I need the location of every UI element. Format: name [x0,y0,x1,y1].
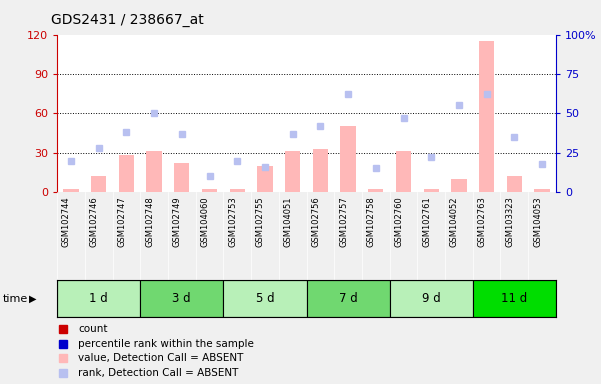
Text: GSM102758: GSM102758 [367,197,376,247]
Bar [424,189,439,192]
Text: GSM102761: GSM102761 [423,197,432,247]
Text: GSM102746: GSM102746 [90,197,99,247]
Bar [174,163,189,192]
Text: GSM102753: GSM102753 [228,197,237,247]
Text: GSM102744: GSM102744 [62,197,71,247]
Text: GSM102756: GSM102756 [311,197,320,247]
Bar [534,189,550,192]
Text: GSM102755: GSM102755 [256,197,265,247]
Text: count: count [78,324,108,334]
Bar [479,41,494,192]
Text: GSM104060: GSM104060 [201,197,210,247]
Bar [63,189,79,192]
Text: GSM102749: GSM102749 [173,197,182,247]
Text: 7 d: 7 d [339,292,358,305]
Bar [140,280,224,317]
Bar [91,176,106,192]
Bar [451,179,466,192]
Text: rank, Detection Call = ABSENT: rank, Detection Call = ABSENT [78,368,239,378]
Bar [307,280,389,317]
Text: percentile rank within the sample: percentile rank within the sample [78,339,254,349]
Bar [119,155,134,192]
Text: ▶: ▶ [29,293,36,304]
Bar [389,280,473,317]
Text: value, Detection Call = ABSENT: value, Detection Call = ABSENT [78,353,243,364]
Bar [368,189,383,192]
Text: 3 d: 3 d [172,292,191,305]
Bar [396,151,411,192]
Bar [507,176,522,192]
Text: GSM104051: GSM104051 [284,197,293,247]
Text: 11 d: 11 d [501,292,528,305]
Text: 5 d: 5 d [255,292,274,305]
Text: GSM104052: GSM104052 [450,197,459,247]
Text: 9 d: 9 d [422,292,441,305]
Text: GDS2431 / 238667_at: GDS2431 / 238667_at [51,13,204,27]
Text: GSM103323: GSM103323 [505,197,514,247]
Bar [57,280,140,317]
Text: GSM102748: GSM102748 [145,197,154,247]
Text: GSM102757: GSM102757 [339,197,348,247]
Text: GSM102763: GSM102763 [478,197,487,247]
Bar [224,280,307,317]
Bar [230,189,245,192]
Text: 1 d: 1 d [90,292,108,305]
Text: time: time [3,293,28,304]
Text: GSM104053: GSM104053 [533,197,542,247]
Bar [202,189,217,192]
Bar [285,151,300,192]
Bar [473,280,556,317]
Text: GSM102760: GSM102760 [394,197,403,247]
Bar [257,166,273,192]
Bar [340,126,356,192]
Bar [313,149,328,192]
Text: GSM102747: GSM102747 [117,197,126,247]
Bar [147,151,162,192]
